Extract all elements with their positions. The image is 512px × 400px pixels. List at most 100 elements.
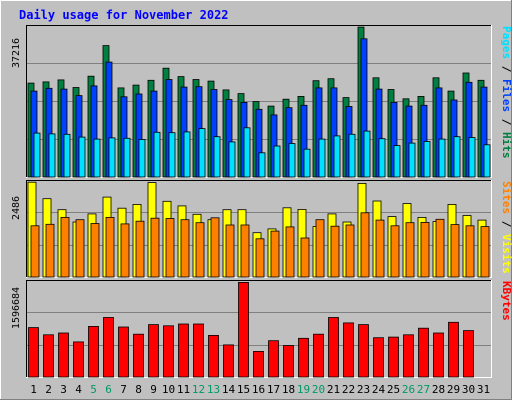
bar-pages-day-14	[228, 141, 236, 178]
bar-sites-day-30	[465, 225, 475, 278]
bar-kbytes-day-1	[28, 327, 39, 378]
bar-pages-day-19	[303, 148, 311, 178]
bar-sites-day-9	[150, 217, 160, 278]
bar-kbytes-day-13	[208, 334, 219, 378]
x-tick-label-day-11: 11	[177, 383, 190, 396]
bar-kbytes-day-28	[433, 332, 444, 378]
y-max-label: 2486	[11, 196, 22, 220]
legend: Sites / Visits	[500, 181, 512, 274]
bar-sites-day-6	[105, 216, 115, 278]
bar-kbytes-day-19	[298, 337, 309, 378]
bar-kbytes-day-11	[178, 323, 189, 378]
bar-pages-day-7	[123, 137, 131, 178]
x-tick-label-day-7: 7	[120, 383, 127, 396]
legend-entry: Visits	[500, 234, 512, 274]
legend: Pages / Files / Hits	[500, 26, 512, 159]
bar-sites-day-12	[195, 222, 205, 278]
x-tick-label-day-4: 4	[75, 383, 82, 396]
x-tick-label-day-30: 30	[462, 383, 475, 396]
legend-entry: Files	[500, 79, 512, 112]
bar-kbytes-day-5	[88, 325, 99, 378]
bar-sites-day-2	[45, 223, 55, 278]
x-tick-label-day-3: 3	[60, 383, 67, 396]
x-tick-label-day-12: 12	[192, 383, 205, 396]
legend: KBytes	[500, 281, 512, 321]
bar-pages-day-18	[288, 143, 296, 178]
bar-sites-day-29	[450, 224, 460, 278]
x-tick-label-day-23: 23	[357, 383, 370, 396]
bar-kbytes-day-14	[223, 344, 234, 378]
bar-sites-day-15	[240, 224, 250, 278]
bar-kbytes-day-16	[253, 350, 264, 378]
bar-kbytes-day-6	[103, 317, 114, 378]
x-tick-label-day-31: 31	[477, 383, 490, 396]
bar-pages-day-11	[183, 131, 191, 178]
bar-kbytes-day-22	[343, 322, 354, 378]
y-max-label: 1596684	[11, 287, 22, 329]
x-tick-label-day-8: 8	[135, 383, 142, 396]
x-tick-label-day-15: 15	[237, 383, 250, 396]
legend-entry: Hits	[500, 132, 512, 159]
x-tick-label-day-2: 2	[45, 383, 52, 396]
bar-kbytes-day-23	[358, 324, 369, 378]
bar-sites-day-21	[330, 225, 340, 278]
bar-sites-day-25	[390, 225, 400, 278]
x-tick-label-day-21: 21	[327, 383, 340, 396]
x-tick-label-day-18: 18	[282, 383, 295, 396]
bar-sites-day-27	[420, 221, 430, 278]
bar-kbytes-day-15	[238, 281, 249, 378]
bar-kbytes-day-4	[73, 341, 84, 378]
bar-sites-day-18	[285, 226, 295, 278]
bar-pages-day-30	[468, 137, 476, 178]
bar-sites-day-22	[345, 224, 355, 278]
legend-entry: KBytes	[500, 281, 512, 321]
bar-kbytes-day-12	[193, 323, 204, 378]
y-max-label: 37216	[11, 38, 22, 68]
bar-pages-day-15	[243, 127, 251, 178]
bar-pages-day-29	[453, 136, 461, 178]
bar-sites-day-14	[225, 224, 235, 278]
bar-kbytes-day-8	[133, 333, 144, 378]
x-tick-label-day-27: 27	[417, 383, 430, 396]
bar-pages-day-9	[153, 131, 161, 178]
bar-sites-day-3	[60, 216, 70, 278]
legend-entry: /	[500, 214, 512, 234]
bar-sites-day-31	[480, 226, 490, 278]
legend-entry: Pages	[500, 26, 512, 59]
bar-sites-day-11	[180, 219, 190, 278]
bar-sites-day-13	[210, 217, 220, 278]
bar-sites-day-10	[165, 218, 175, 278]
bar-pages-day-28	[438, 138, 446, 178]
bar-sites-day-7	[120, 223, 130, 278]
x-tick-label-day-17: 17	[267, 383, 280, 396]
bar-kbytes-day-17	[268, 340, 279, 378]
x-tick-label-day-25: 25	[387, 383, 400, 396]
x-tick-label-day-16: 16	[252, 383, 265, 396]
bar-pages-day-3	[63, 133, 71, 178]
bar-pages-day-22	[348, 133, 356, 178]
bar-sites-day-16	[255, 238, 265, 278]
x-tick-label-day-9: 9	[150, 383, 157, 396]
bar-sites-day-23	[360, 212, 370, 278]
bar-kbytes-day-21	[328, 317, 339, 378]
bar-sites-day-8	[135, 220, 145, 278]
x-tick-label-day-29: 29	[447, 383, 460, 396]
x-tick-label-day-28: 28	[432, 383, 445, 396]
x-tick-label-day-14: 14	[222, 383, 236, 396]
x-tick-label-day-19: 19	[297, 383, 310, 396]
bar-kbytes-day-7	[118, 326, 129, 378]
x-tick-label-day-1: 1	[30, 383, 37, 396]
bar-sites-day-5	[90, 223, 100, 278]
bar-pages-day-5	[93, 138, 101, 178]
x-tick-label-day-5: 5	[90, 383, 97, 396]
chart-title: Daily usage for November 2022	[19, 8, 229, 22]
bar-sites-day-1	[30, 225, 40, 278]
bar-sites-day-26	[405, 222, 415, 278]
bar-pages-day-8	[138, 139, 146, 178]
x-tick-label-day-10: 10	[162, 383, 175, 396]
bar-kbytes-day-26	[403, 334, 414, 378]
legend-entry: /	[500, 59, 512, 79]
x-tick-label-day-20: 20	[312, 383, 325, 396]
bar-sites-day-20	[315, 219, 325, 278]
